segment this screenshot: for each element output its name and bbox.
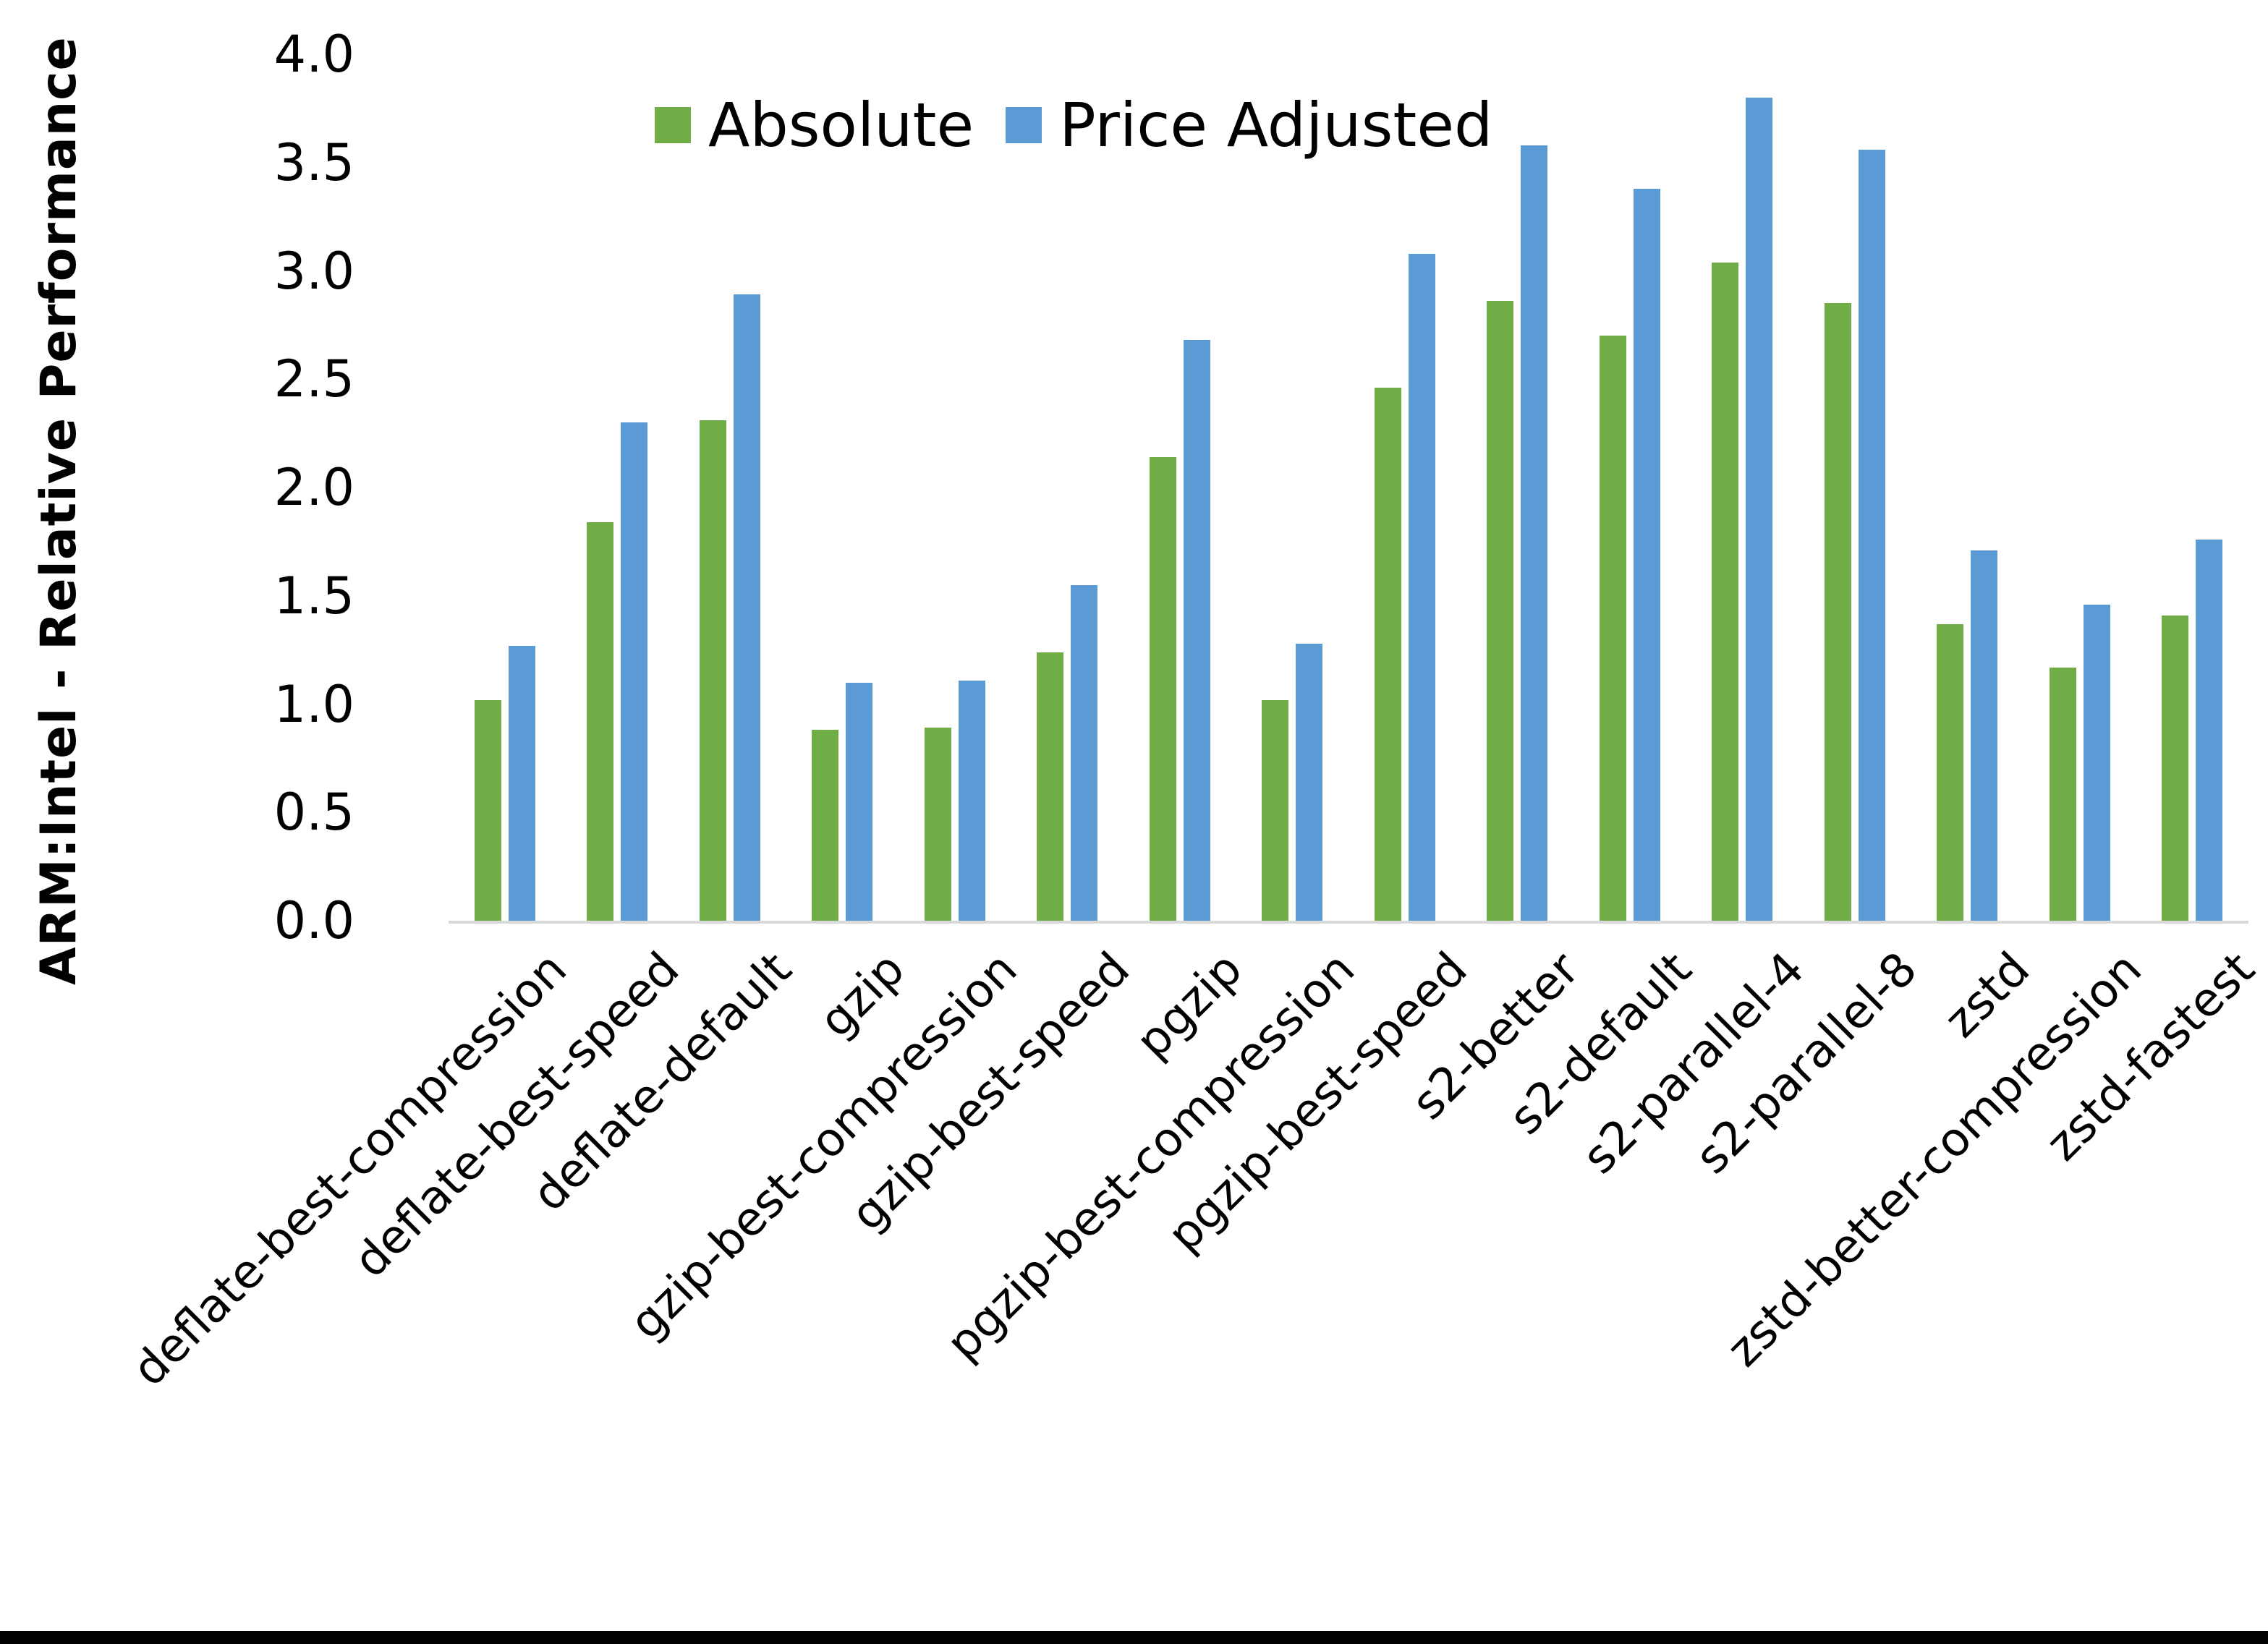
bar-absolute-pgzip-best-compression bbox=[1262, 699, 1289, 921]
bar-absolute-pgzip bbox=[1149, 457, 1176, 921]
legend-item-price-adjusted: Price Adjusted bbox=[1006, 90, 1492, 161]
bar-price-adjusted-pgzip bbox=[1183, 340, 1210, 921]
legend-swatch-absolute bbox=[655, 107, 691, 143]
bar-absolute-gzip bbox=[812, 730, 839, 921]
y-tick-label: 4.0 bbox=[273, 25, 354, 84]
bar-price-adjusted-gzip-best-compression bbox=[958, 680, 985, 921]
y-tick-label: 1.5 bbox=[273, 566, 354, 626]
y-tick-label: 1.0 bbox=[273, 674, 354, 734]
bar-price-adjusted-zstd-better-compression bbox=[2083, 604, 2110, 921]
bar-price-adjusted-gzip bbox=[846, 682, 873, 921]
bar-price-adjusted-deflate-default bbox=[733, 294, 760, 921]
legend-swatch-price-adjusted bbox=[1006, 107, 1042, 143]
bar-absolute-s2-parallel-8 bbox=[1824, 303, 1851, 921]
bar-price-adjusted-zstd bbox=[1971, 550, 1998, 921]
legend: Absolute Price Adjusted bbox=[655, 85, 1492, 165]
bar-absolute-zstd bbox=[1937, 623, 1964, 921]
bar-absolute-deflate-best-compression bbox=[474, 699, 501, 921]
bar-price-adjusted-s2-parallel-8 bbox=[1858, 149, 1885, 921]
legend-item-absolute: Absolute bbox=[655, 90, 974, 161]
bar-price-adjusted-deflate-best-compression bbox=[508, 645, 535, 921]
bar-absolute-zstd-fastest bbox=[2162, 615, 2189, 921]
bar-absolute-deflate-best-speed bbox=[587, 521, 614, 921]
bar-price-adjusted-zstd-fastest bbox=[2196, 539, 2223, 921]
bar-price-adjusted-pgzip-best-speed bbox=[1408, 253, 1435, 921]
y-tick-label: 2.5 bbox=[273, 349, 354, 409]
bar-price-adjusted-gzip-best-speed bbox=[1071, 584, 1098, 921]
x-category-label-deflate-best-compression: deflate-best-compression bbox=[122, 942, 578, 1397]
x-axis-line bbox=[449, 921, 2248, 924]
bar-absolute-s2-default bbox=[1599, 336, 1626, 921]
y-tick-label: 0.0 bbox=[273, 891, 354, 950]
y-tick-label: 0.5 bbox=[273, 783, 354, 843]
bar-absolute-deflate-default bbox=[699, 420, 726, 921]
bar-absolute-s2-better bbox=[1487, 301, 1514, 921]
bar-price-adjusted-pgzip-best-compression bbox=[1296, 643, 1323, 921]
bar-price-adjusted-s2-default bbox=[1633, 188, 1660, 921]
bar-price-adjusted-deflate-best-speed bbox=[621, 422, 648, 921]
bar-price-adjusted-s2-better bbox=[1521, 145, 1548, 921]
bar-absolute-pgzip-best-speed bbox=[1374, 388, 1401, 921]
y-tick-label: 3.5 bbox=[273, 132, 354, 192]
y-tick-label: 2.0 bbox=[273, 458, 354, 517]
legend-label-absolute: Absolute bbox=[708, 90, 974, 161]
legend-label-price-adjusted: Price Adjusted bbox=[1059, 90, 1493, 161]
figure-bottom-border bbox=[0, 1631, 2268, 1644]
bar-absolute-gzip-best-speed bbox=[1037, 652, 1064, 921]
bar-price-adjusted-s2-parallel-4 bbox=[1746, 97, 1773, 921]
y-tick-label: 3.0 bbox=[273, 241, 354, 301]
bar-absolute-zstd-better-compression bbox=[2049, 667, 2076, 921]
bar-absolute-gzip-best-compression bbox=[924, 728, 951, 921]
bar-absolute-s2-parallel-4 bbox=[1712, 262, 1739, 921]
